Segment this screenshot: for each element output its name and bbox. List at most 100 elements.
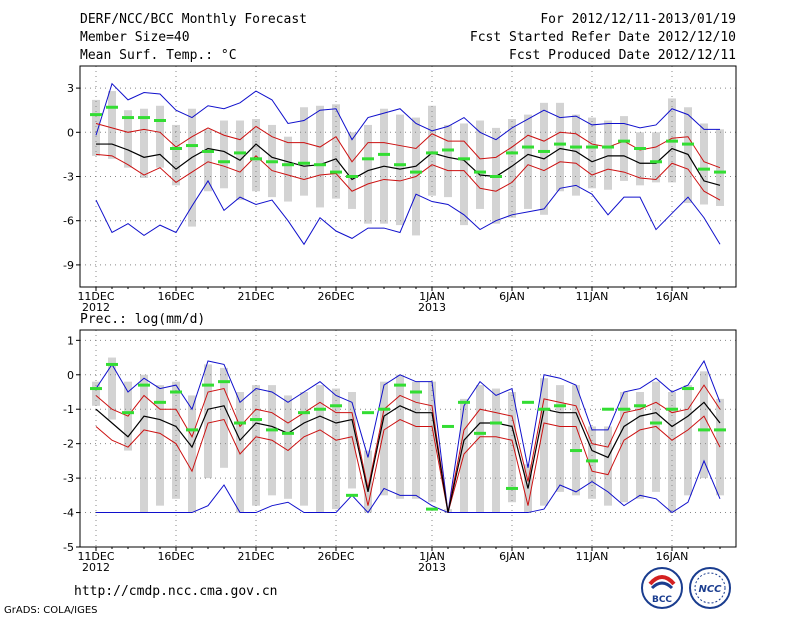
x-tick-label: 16DEC [157, 550, 194, 563]
ensemble-box [108, 91, 116, 159]
ensemble-box [588, 426, 596, 499]
ensemble-box [188, 395, 196, 513]
footer-url[interactable]: http://cmdp.ncc.cma.gov.cn [74, 584, 278, 599]
ensemble-box [652, 381, 660, 492]
ensemble-box [220, 120, 228, 189]
ensemble-box [540, 378, 548, 506]
ensemble-box [700, 123, 708, 205]
ensemble-box [300, 392, 308, 506]
y-tick-label: -3 [63, 171, 74, 184]
ensemble-box [524, 114, 532, 209]
x-tick-label: 1JAN [419, 290, 445, 303]
x-tick-label: 11DEC [77, 290, 114, 303]
ensemble-box [572, 114, 580, 196]
ensemble-box [396, 114, 404, 226]
x-tick-label: 11JAN [576, 550, 609, 563]
x-tick-label: 16DEC [157, 290, 194, 303]
ensemble-box [508, 392, 516, 503]
plot-frame [79, 329, 737, 548]
y-tick-label: -1 [63, 403, 74, 416]
bcc-logo-text: BCC [652, 595, 672, 605]
ensemble-box [476, 120, 484, 209]
y-tick-label: -6 [63, 215, 74, 228]
ensemble-box [140, 374, 148, 513]
lower_quartile-line [95, 153, 721, 201]
x-tick-label: 6JAN [499, 550, 525, 563]
ensemble-box [588, 117, 596, 189]
min-line [95, 179, 721, 246]
bcc-logo: BCC [640, 566, 684, 610]
mean-line [95, 401, 721, 513]
precip-panel-title: Prec.: log(mm/d) [80, 312, 206, 327]
x-tick-label: 6JAN [499, 290, 525, 303]
x-tick-label: 1JAN [419, 550, 445, 563]
ncc-logo-icon: NCC [689, 567, 731, 609]
x-tick-label: 21DEC [237, 550, 274, 563]
ensemble-box [572, 385, 580, 496]
x-tick-year: 2012 [82, 301, 110, 314]
ensemble-box [332, 388, 340, 510]
header-start-date: Fcst Started Refer Date 2012/12/10 [469, 30, 736, 45]
header-period: For 2012/12/11-2013/01/19 [540, 12, 736, 27]
ensemble-box [108, 357, 116, 420]
ensemble-box [396, 374, 404, 499]
ensemble-box [428, 381, 436, 503]
ensemble-box [156, 105, 164, 168]
ensemble-box [92, 381, 100, 406]
y-tick-label: 0 [67, 369, 74, 382]
y-tick-label: 0 [67, 126, 74, 139]
ensemble-box [620, 392, 628, 503]
ensemble-box [364, 124, 372, 224]
x-tick-label: 16JAN [656, 550, 689, 563]
y-tick-label: -4 [63, 507, 74, 520]
ensemble-box [252, 119, 260, 192]
ensemble-box [492, 388, 500, 513]
lower_quartile-line [95, 415, 721, 513]
ensemble-box [300, 107, 308, 196]
x-tick-label: 16JAN [656, 290, 689, 303]
y-tick-label: 3 [67, 82, 74, 95]
ensemble-box [604, 426, 612, 506]
upper_quartile-line [95, 384, 721, 513]
x-tick-year: 2013 [418, 301, 446, 314]
x-tick-label: 11DEC [77, 550, 114, 563]
ensemble-box [348, 132, 356, 209]
header-variable: Mean Surf. Temp.: °C [80, 48, 237, 63]
ensemble-box [316, 385, 324, 513]
ensemble-box [316, 105, 324, 208]
ensemble-box [380, 381, 388, 496]
ensemble-box [284, 395, 292, 499]
ensemble-box [220, 367, 228, 468]
y-tick-label: -2 [63, 438, 74, 451]
upper_quartile-line [95, 122, 721, 169]
x-tick-label: 26DEC [317, 290, 354, 303]
y-tick-label: -9 [63, 259, 74, 272]
ensemble-box [508, 119, 516, 218]
x-tick-label: 11JAN [576, 290, 609, 303]
bcc-logo-icon: BCC [641, 567, 683, 609]
ensemble-box [668, 392, 676, 513]
ensemble-box [684, 385, 692, 496]
ensemble-box [444, 124, 452, 198]
header-produced-date: Fcst Produced Date 2012/12/11 [509, 48, 736, 63]
y-tick-label: -5 [63, 541, 74, 554]
ensemble-box [188, 108, 196, 227]
ensemble-box [284, 136, 292, 202]
ensemble-box [124, 110, 132, 168]
ensemble-box [236, 392, 244, 513]
ncc-logo: NCC [688, 566, 732, 610]
x-tick-year: 2012 [82, 561, 110, 574]
ensemble-box [140, 108, 148, 178]
ensemble-box [172, 124, 180, 186]
ensemble-box [204, 129, 212, 192]
footer-credit: GrADS: COLA/IGES [4, 605, 98, 616]
ensemble-box [652, 132, 660, 183]
x-tick-label: 26DEC [317, 550, 354, 563]
header-member-size: Member Size=40 [80, 30, 190, 45]
ensemble-box [412, 381, 420, 499]
ensemble-box [636, 132, 644, 186]
min-line [96, 459, 721, 514]
